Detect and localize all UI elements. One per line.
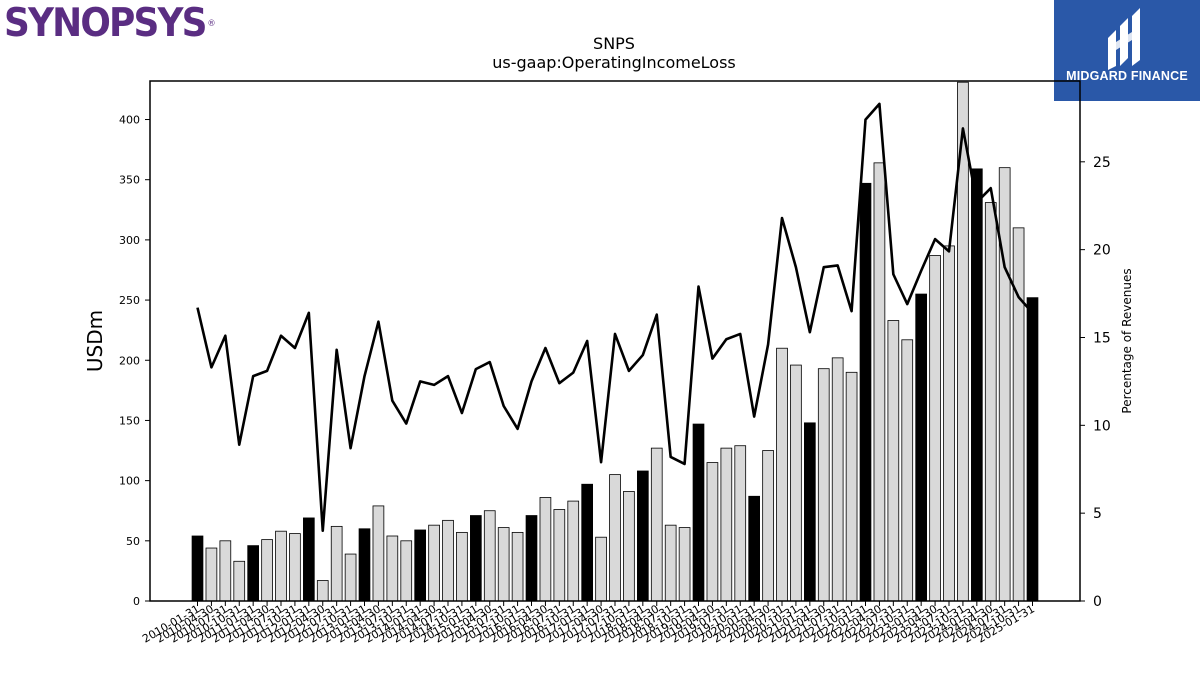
bar-2010-07-31 [219, 540, 232, 602]
bar-2015-04-30 [483, 510, 496, 602]
bar-2021-04-30 [817, 368, 830, 602]
bar-2020-07-31 [776, 347, 788, 602]
bar-2012-07-31 [330, 525, 343, 602]
bar-2016-07-31 [553, 509, 566, 602]
bar-2010-10-31 [233, 560, 246, 602]
bar-2018-07-31 [664, 524, 677, 602]
bar-2018-04-30 [650, 447, 663, 602]
bar-2011-10-31 [289, 533, 301, 602]
registered-mark: ® [207, 19, 216, 29]
bar-2014-01-31 [414, 529, 426, 602]
percentage-line-series [196, 102, 1034, 533]
bar-2017-04-30 [595, 536, 607, 602]
bar-2021-01-31 [804, 422, 816, 602]
bar-2015-10-31 [511, 531, 524, 602]
bar-2015-07-31 [497, 527, 510, 602]
bar-2017-10-31 [623, 491, 635, 602]
bar-2019-07-31 [720, 447, 733, 602]
bar-2012-01-31 [303, 517, 315, 602]
bar-2019-10-31 [734, 445, 747, 602]
bar-2012-04-30 [316, 580, 329, 602]
bar-2012-10-31 [344, 553, 357, 602]
bar-2015-01-31 [470, 515, 482, 602]
y-tick-label: 400 [119, 114, 140, 127]
y2-tick-label: 20 [1093, 243, 1111, 259]
bar-2016-04-30 [539, 497, 552, 602]
y2-tick-label: 15 [1093, 330, 1111, 346]
bar-2013-01-31 [358, 528, 371, 602]
midgard-finance-logo: MIDGARD FINANCE [1054, 0, 1200, 101]
bar-2022-10-31 [901, 339, 914, 602]
bar-2023-04-30 [929, 255, 941, 602]
bar-2020-04-30 [762, 450, 774, 602]
midgard-m-icon [1108, 8, 1140, 70]
y-tick-label: 0 [133, 595, 140, 608]
bar-2019-01-31 [692, 423, 705, 602]
bar-2023-01-31 [915, 293, 927, 602]
y2-tick-label: 0 [1093, 594, 1102, 610]
y-tick-label: 150 [119, 414, 140, 427]
bar-2013-10-31 [400, 540, 413, 602]
y-tick-label: 200 [119, 354, 140, 367]
midgard-finance-wordmark: MIDGARD FINANCE [1066, 69, 1188, 83]
y-tick-label: 300 [119, 234, 140, 247]
y-axis-label: USDm [83, 310, 107, 372]
y2-tick-label: 10 [1093, 418, 1111, 434]
synopsys-logo: SYNOPSYS ® [4, 2, 216, 46]
bar-2011-01-31 [247, 545, 260, 602]
bar-2022-04-30 [873, 162, 886, 602]
bar-2021-07-31 [831, 357, 844, 602]
bar-2011-04-30 [261, 539, 273, 602]
bar-2024-04-30 [984, 202, 997, 602]
bar-2017-01-31 [581, 483, 593, 602]
bar-2018-10-31 [678, 527, 691, 602]
bar-2014-04-30 [428, 524, 440, 602]
bar-2020-10-31 [790, 364, 802, 602]
y-tick-label: 50 [126, 535, 140, 548]
bar-2022-07-31 [887, 320, 900, 602]
y2-tick-label: 5 [1093, 506, 1102, 522]
bar-2024-01-31 [971, 168, 983, 602]
y-axis-right: 0 5 10 15 20 25 [1080, 155, 1111, 610]
percentage-of-revenues-line [196, 102, 1034, 533]
bar-2024-10-31 [1012, 227, 1025, 602]
chart-title: SNPS [593, 34, 635, 53]
bar-2025-01-31 [1026, 297, 1039, 602]
y-tick-label: 250 [119, 294, 140, 307]
bar-2010-01-31 [191, 535, 204, 602]
bar-2014-07-31 [442, 519, 454, 602]
bar-2010-04-30 [205, 547, 218, 602]
chart-subtitle: us-gaap:OperatingIncomeLoss [492, 53, 736, 72]
bar-2021-10-31 [845, 371, 858, 602]
x-axis: 2010-01-312010-04-302010-07-312010-10-31… [140, 601, 1037, 646]
bar-2013-04-30 [372, 505, 385, 602]
bar-2016-10-31 [567, 500, 580, 602]
y-tick-label: 100 [119, 475, 140, 488]
bar-2019-04-30 [706, 462, 719, 602]
bar-2013-07-31 [386, 535, 399, 602]
bar-2020-01-31 [748, 495, 760, 602]
synopsys-logo-text: SYNOPSYS [4, 1, 207, 46]
y2-tick-label: 25 [1093, 155, 1111, 171]
bar-2018-01-31 [637, 470, 649, 602]
bar-2017-07-31 [609, 474, 621, 602]
y2-axis-label: Percentage of Revenues [1120, 268, 1134, 413]
bar-2014-10-31 [456, 531, 468, 602]
bar-2022-01-31 [859, 182, 872, 602]
bar-2024-07-31 [998, 167, 1011, 602]
bar-2011-07-31 [275, 530, 287, 602]
bar-2023-07-31 [943, 245, 955, 602]
bar-2016-01-31 [525, 515, 538, 602]
bar-series [191, 81, 1039, 602]
y-tick-label: 350 [119, 174, 140, 187]
y-axis-left: 0 50 100 150 200 250 300 350 400 [119, 114, 150, 608]
